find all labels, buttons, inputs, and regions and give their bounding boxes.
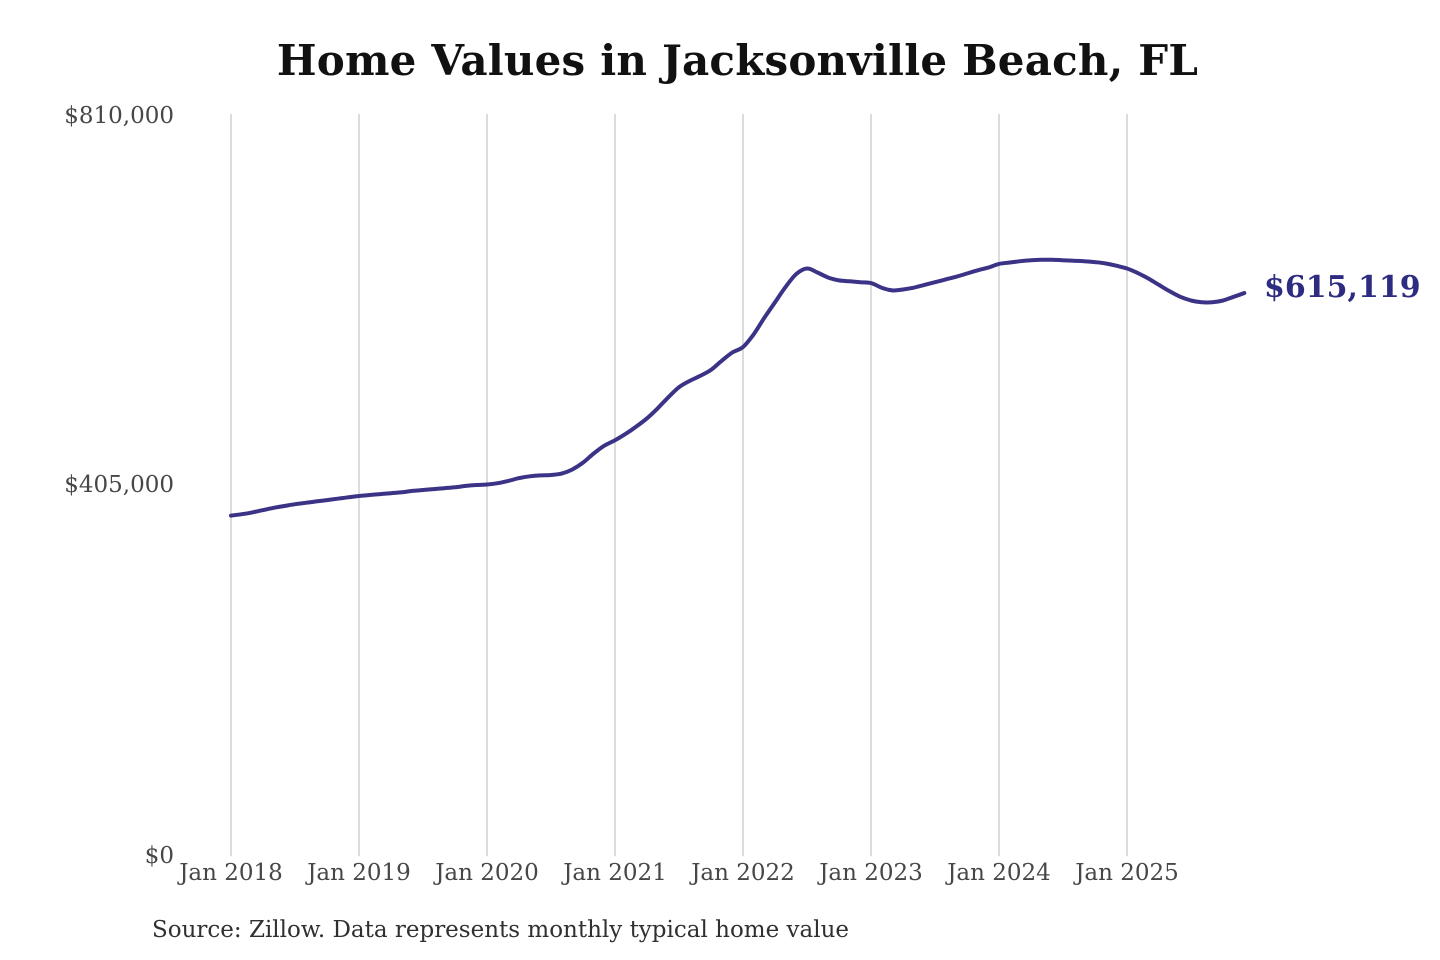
x-axis-tick-jan-2018: Jan 2018: [179, 860, 283, 886]
y-axis-tick-810000: $810,000: [64, 103, 174, 129]
home-value-line: [229, 257, 1247, 518]
y-axis-tick-0: $0: [144, 843, 174, 869]
x-axis-tick-jan-2024: Jan 2024: [947, 860, 1051, 886]
y-axis-tick-405000: $405,000: [64, 472, 174, 498]
x-axis-tick-jan-2022: Jan 2022: [691, 860, 795, 886]
x-axis-tick-jan-2019: Jan 2019: [307, 860, 411, 886]
year-gridlines: [230, 114, 1128, 856]
chart-title: Home Values in Jacksonville Beach, FL: [276, 36, 1199, 85]
x-axis-tick-jan-2021: Jan 2021: [563, 860, 667, 886]
x-axis-tick-jan-2025: Jan 2025: [1075, 860, 1179, 886]
source-note: Source: Zillow. Data represents monthly …: [152, 917, 850, 943]
x-axis-tick-jan-2020: Jan 2020: [435, 860, 539, 886]
latest-value-annotation: $615,119: [1264, 270, 1421, 305]
x-axis-tick-jan-2023: Jan 2023: [819, 860, 923, 886]
